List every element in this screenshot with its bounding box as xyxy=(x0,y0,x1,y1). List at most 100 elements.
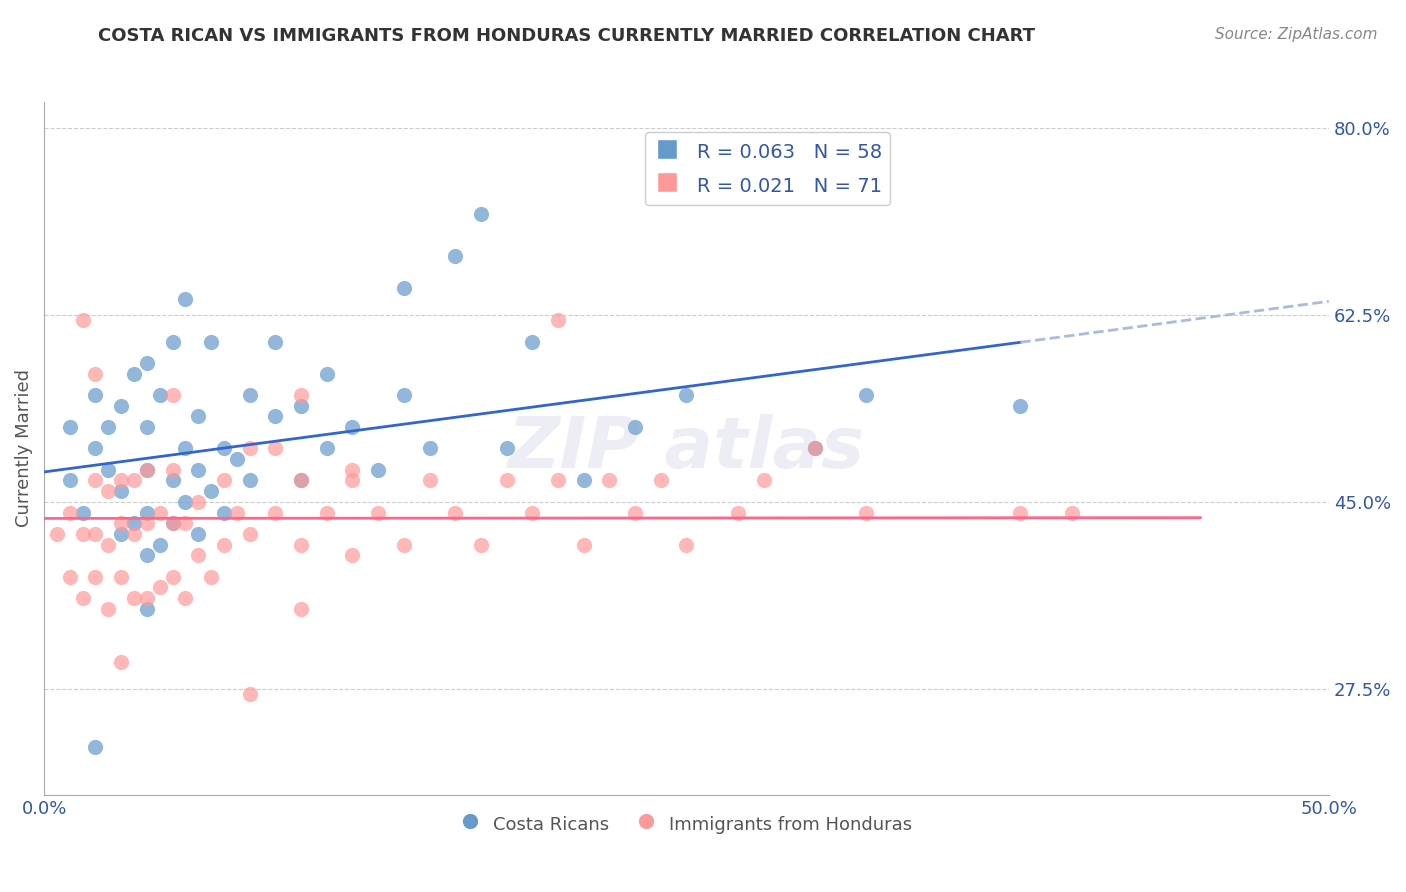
Point xyxy=(84,569,107,583)
Point xyxy=(110,484,132,499)
Point xyxy=(149,537,172,551)
Point xyxy=(290,474,312,488)
Point xyxy=(84,388,107,402)
Point xyxy=(200,484,222,499)
Point xyxy=(418,442,440,456)
Y-axis label: Currently Married: Currently Married xyxy=(15,369,32,527)
Point xyxy=(187,548,209,562)
Point xyxy=(122,516,145,531)
Point xyxy=(174,495,197,509)
Text: Source: ZipAtlas.com: Source: ZipAtlas.com xyxy=(1215,27,1378,42)
Point xyxy=(239,474,262,488)
Point xyxy=(72,313,94,327)
Point xyxy=(239,687,262,701)
Point xyxy=(174,516,197,531)
Point xyxy=(135,548,157,562)
Point xyxy=(97,463,120,477)
Point xyxy=(239,442,262,456)
Point xyxy=(187,463,209,477)
Point xyxy=(342,463,364,477)
Point xyxy=(495,474,517,488)
Point xyxy=(1010,506,1032,520)
Point xyxy=(264,506,287,520)
Point xyxy=(59,506,82,520)
Point xyxy=(187,495,209,509)
Point xyxy=(470,537,492,551)
Point xyxy=(97,484,120,499)
Point xyxy=(675,388,697,402)
Point xyxy=(598,474,620,488)
Point xyxy=(187,409,209,424)
Point xyxy=(135,516,157,531)
Point xyxy=(135,463,157,477)
Point xyxy=(367,463,389,477)
Point xyxy=(162,463,184,477)
Point xyxy=(522,506,544,520)
Point xyxy=(752,474,775,488)
Point xyxy=(97,601,120,615)
Point xyxy=(162,516,184,531)
Point xyxy=(547,474,569,488)
Point xyxy=(572,474,595,488)
Point xyxy=(135,420,157,434)
Point xyxy=(342,474,364,488)
Point xyxy=(72,526,94,541)
Point xyxy=(239,526,262,541)
Point xyxy=(572,537,595,551)
Point xyxy=(84,474,107,488)
Point xyxy=(290,388,312,402)
Point xyxy=(855,506,877,520)
Point xyxy=(59,569,82,583)
Point xyxy=(342,548,364,562)
Point xyxy=(392,388,415,402)
Point xyxy=(392,537,415,551)
Point xyxy=(650,474,672,488)
Point xyxy=(290,399,312,413)
Point xyxy=(135,601,157,615)
Point xyxy=(46,526,69,541)
Point xyxy=(162,569,184,583)
Point xyxy=(212,537,235,551)
Point xyxy=(122,591,145,605)
Point xyxy=(342,420,364,434)
Point xyxy=(162,334,184,349)
Point xyxy=(122,526,145,541)
Point xyxy=(315,442,337,456)
Point xyxy=(135,591,157,605)
Point xyxy=(110,569,132,583)
Point xyxy=(225,452,247,467)
Point xyxy=(367,506,389,520)
Point xyxy=(855,388,877,402)
Point xyxy=(1060,506,1083,520)
Point xyxy=(59,420,82,434)
Point xyxy=(225,506,247,520)
Point xyxy=(187,526,209,541)
Point xyxy=(418,474,440,488)
Point xyxy=(470,206,492,220)
Point xyxy=(135,356,157,370)
Point xyxy=(624,420,647,434)
Point xyxy=(522,334,544,349)
Point xyxy=(84,442,107,456)
Point xyxy=(110,399,132,413)
Point xyxy=(149,506,172,520)
Text: ZIP atlas: ZIP atlas xyxy=(508,414,865,483)
Point xyxy=(122,474,145,488)
Point xyxy=(162,516,184,531)
Point xyxy=(162,388,184,402)
Point xyxy=(162,474,184,488)
Point xyxy=(135,463,157,477)
Point xyxy=(174,591,197,605)
Point xyxy=(110,516,132,531)
Point xyxy=(212,474,235,488)
Point xyxy=(122,367,145,381)
Point xyxy=(1395,687,1406,701)
Point xyxy=(290,601,312,615)
Point xyxy=(239,388,262,402)
Point xyxy=(149,388,172,402)
Point xyxy=(624,506,647,520)
Point xyxy=(264,442,287,456)
Point xyxy=(174,442,197,456)
Point xyxy=(315,367,337,381)
Point xyxy=(174,292,197,306)
